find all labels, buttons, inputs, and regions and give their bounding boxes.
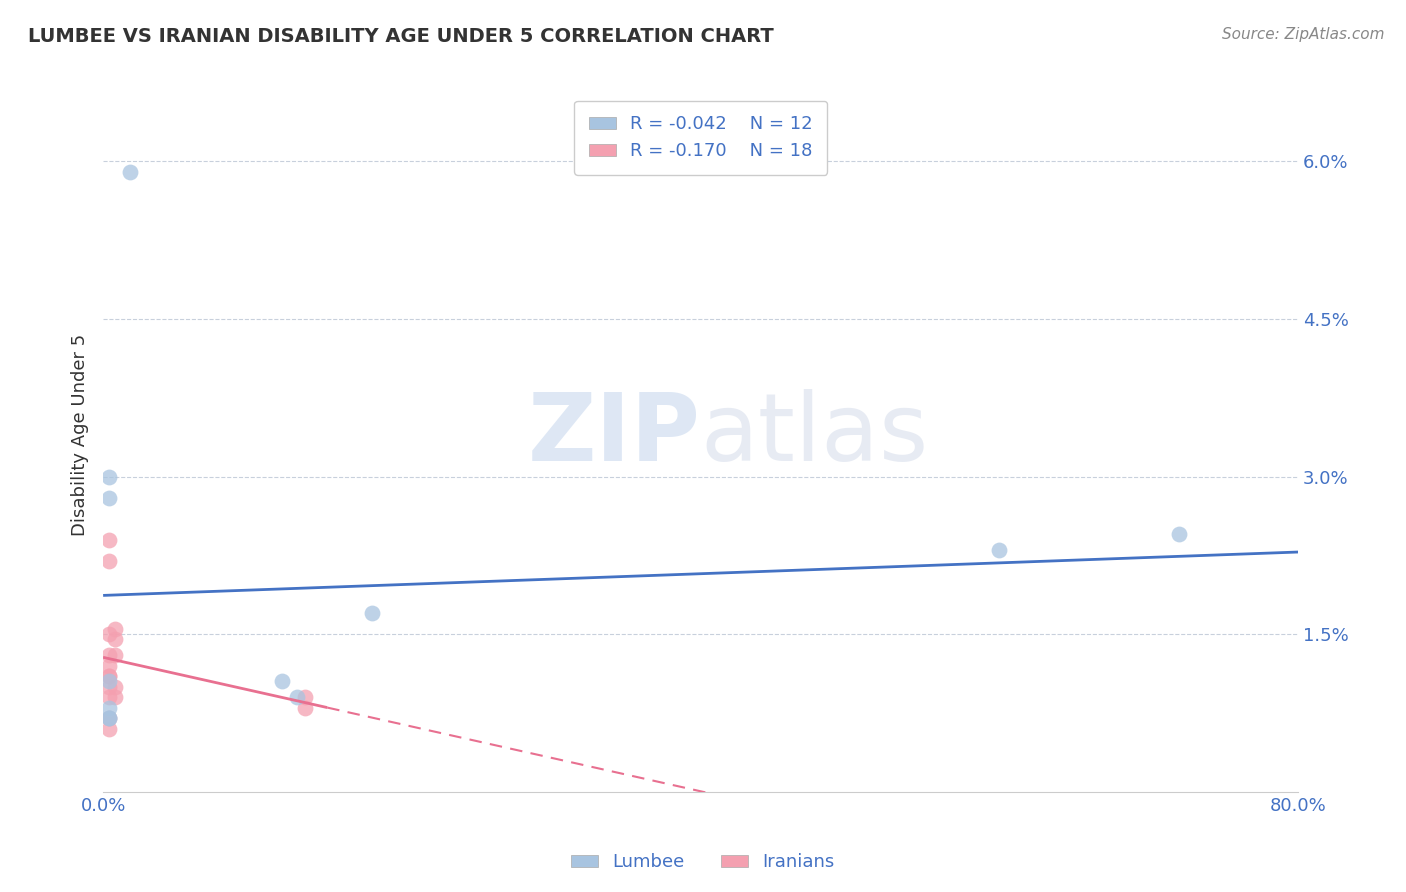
Point xyxy=(361,606,384,620)
Point xyxy=(104,690,127,705)
Point xyxy=(98,469,121,483)
Point xyxy=(285,690,308,705)
Point xyxy=(294,700,316,714)
Y-axis label: Disability Age Under 5: Disability Age Under 5 xyxy=(72,334,89,536)
Text: atlas: atlas xyxy=(700,389,929,481)
Point xyxy=(104,680,127,694)
Point xyxy=(271,674,294,689)
Point xyxy=(98,711,121,725)
Point xyxy=(98,491,121,505)
Point xyxy=(98,553,121,567)
Point xyxy=(98,648,121,662)
Point xyxy=(294,690,316,705)
Point xyxy=(104,632,127,647)
Legend: R = -0.042    N = 12, R = -0.170    N = 18: R = -0.042 N = 12, R = -0.170 N = 18 xyxy=(574,101,827,175)
Text: ZIP: ZIP xyxy=(527,389,700,481)
Point xyxy=(98,722,121,736)
Point xyxy=(98,669,121,683)
Point xyxy=(98,711,121,725)
Point xyxy=(98,690,121,705)
Point xyxy=(988,543,1011,558)
Text: LUMBEE VS IRANIAN DISABILITY AGE UNDER 5 CORRELATION CHART: LUMBEE VS IRANIAN DISABILITY AGE UNDER 5… xyxy=(28,27,773,45)
Point xyxy=(98,700,121,714)
Point xyxy=(98,533,121,547)
Point xyxy=(98,674,121,689)
Point xyxy=(98,627,121,641)
Point xyxy=(98,711,121,725)
Point xyxy=(1167,527,1189,541)
Point xyxy=(104,622,127,636)
Point xyxy=(118,165,141,179)
Point xyxy=(104,648,127,662)
Point xyxy=(98,658,121,673)
Point xyxy=(98,680,121,694)
Legend: Lumbee, Iranians: Lumbee, Iranians xyxy=(564,847,842,879)
Point xyxy=(98,669,121,683)
Text: Source: ZipAtlas.com: Source: ZipAtlas.com xyxy=(1222,27,1385,42)
